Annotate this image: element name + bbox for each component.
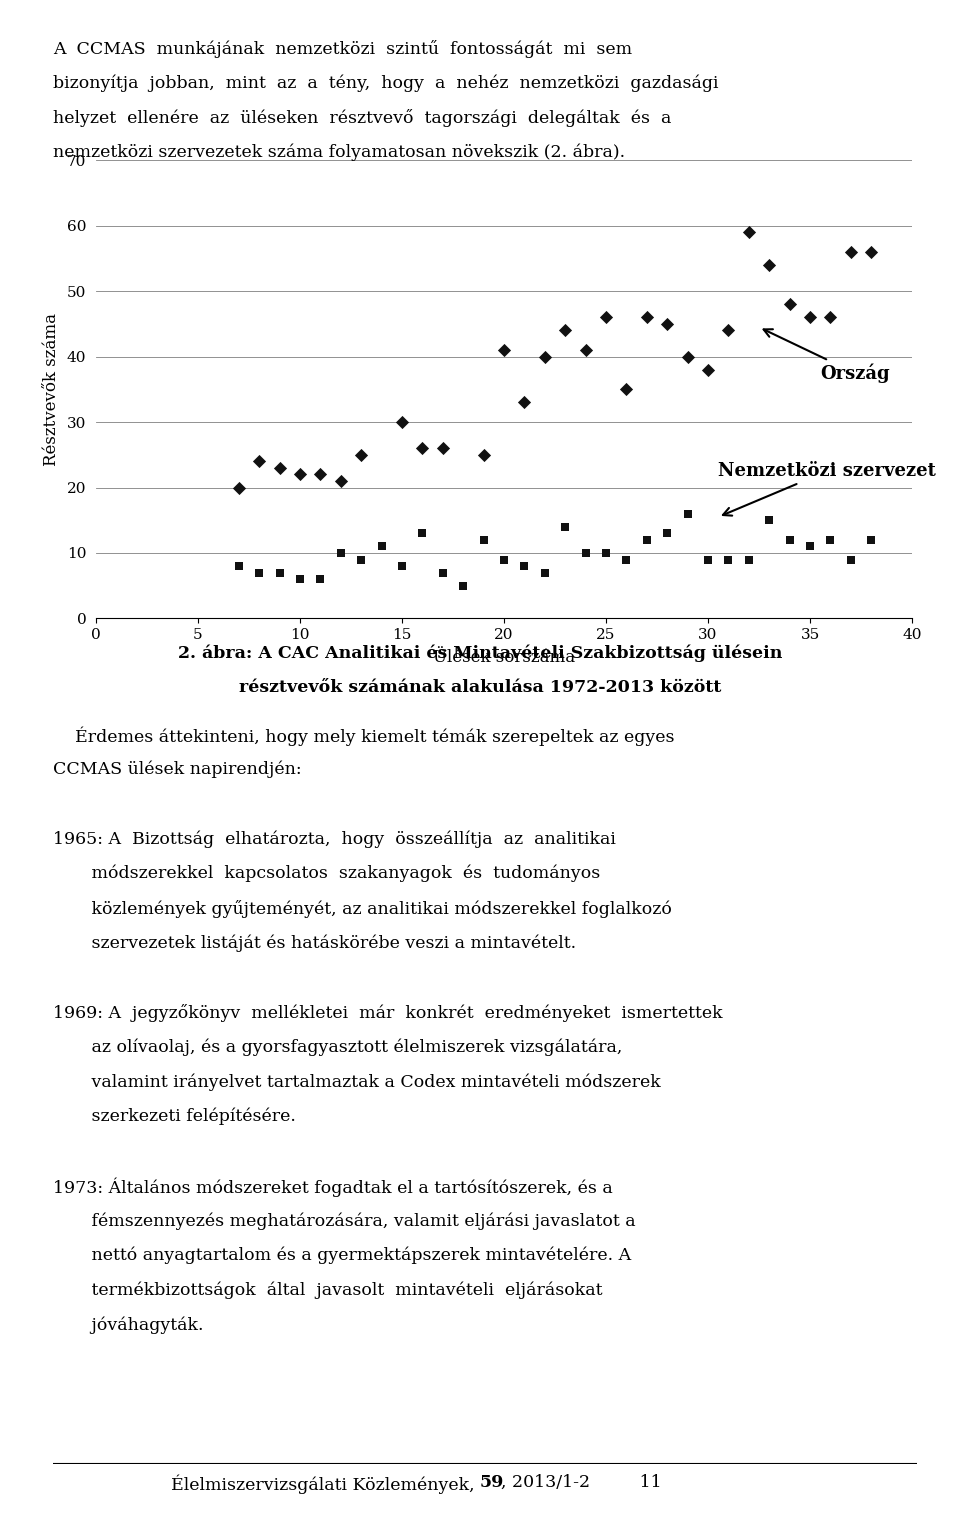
Point [231,554,247,579]
Text: bizonyítja  jobban,  mint  az  a  tény,  hogy  a  nehéz  nemzetközi  gazdasági: bizonyítja jobban, mint az a tény, hogy … [53,75,718,92]
Point [741,547,756,571]
Text: A  CCMAS  munkájának  nemzetközi  szintű  fontosságát  mi  sem: A CCMAS munkájának nemzetközi szintű fon… [53,40,632,58]
Text: jóváhagyták.: jóváhagyták. [53,1316,204,1333]
Point [864,240,879,264]
Text: Nemzetközi szervezet: Nemzetközi szervezet [718,463,936,516]
Text: nettó anyagtartalom és a gyermektápszerek mintavételére. A: nettó anyagtartalom és a gyermektápszere… [53,1248,631,1264]
Point [823,305,838,330]
Text: CCMAS ülések napirendjén:: CCMAS ülések napirendjén: [53,760,301,779]
Text: 1969: A  jegyzőkönyv  mellékletei  már  konkrét  eredményeket  ismertettek: 1969: A jegyzőkönyv mellékletei már konk… [53,1003,723,1022]
Point [476,528,492,553]
Text: fémszennyezés meghatározására, valamit eljárási javaslatot a: fémszennyezés meghatározására, valamit e… [53,1212,636,1229]
Point [803,534,818,559]
Text: Érdemes áttekinteni, hogy mely kiemelt témák szerepeltek az egyes: Érdemes áttekinteni, hogy mely kiemelt t… [53,725,674,745]
Point [435,437,450,461]
X-axis label: Ülések sorszáma: Ülések sorszáma [433,649,575,666]
Point [231,475,247,499]
Point [415,521,430,545]
Point [598,541,613,565]
Text: módszerekkel  kapcsolatos  szakanyagok  és  tudományos: módszerekkel kapcsolatos szakanyagok és … [53,864,600,883]
Point [333,541,348,565]
Point [333,469,348,493]
Point [292,567,307,591]
Y-axis label: Résztvevők száma: Résztvevők száma [43,313,60,466]
Point [374,534,390,559]
Text: termékbizottságok  által  javasolt  mintavételi  eljárásokat: termékbizottságok által javasolt mintavé… [53,1281,602,1299]
Text: közlemények gyűjteményét, az analitikai módszerekkel foglalkozó: közlemények gyűjteményét, az analitikai … [53,899,672,918]
Text: Élelmiszervizsgálati Közlemények,: Élelmiszervizsgálati Közlemények, [171,1474,480,1493]
Point [843,240,858,264]
Point [496,547,512,571]
Point [701,357,716,382]
Point [415,437,430,461]
Point [395,409,410,434]
Point [639,528,655,553]
Point [578,337,593,362]
Point [252,560,267,585]
Point [864,528,879,553]
Point [395,554,410,579]
Point [456,574,471,599]
Point [252,449,267,473]
Point [823,528,838,553]
Point [680,501,695,525]
Text: 59: 59 [480,1474,504,1492]
Point [619,377,635,402]
Text: 2. ábra: A CAC Analitikai és Mintavételi Szakbizottság ülésein: 2. ábra: A CAC Analitikai és Mintavételi… [178,644,782,661]
Point [781,292,797,316]
Text: Ország: Ország [763,330,890,383]
Point [313,567,328,591]
Point [272,455,287,479]
Point [843,547,858,571]
Point [435,560,450,585]
Point [721,318,736,342]
Point [496,337,512,362]
Point [598,305,613,330]
Point [701,547,716,571]
Point [538,560,553,585]
Point [516,391,532,415]
Point [558,515,573,539]
Point [741,220,756,244]
Text: nemzetközi szervezetek száma folyamatosan növekszik (2. ábra).: nemzetközi szervezetek száma folyamatosa… [53,144,625,162]
Point [578,541,593,565]
Point [516,554,532,579]
Point [761,508,777,533]
Text: valamint irányelvet tartalmaztak a Codex mintavételi módszerek: valamint irányelvet tartalmaztak a Codex… [53,1073,660,1090]
Point [538,345,553,370]
Text: , 2013/1-2         11: , 2013/1-2 11 [501,1474,661,1492]
Point [353,547,369,571]
Point [803,305,818,330]
Text: 1973: Általános módszereket fogadtak el a tartósítószerek, és a: 1973: Általános módszereket fogadtak el … [53,1177,612,1197]
Point [680,345,695,370]
Point [353,443,369,467]
Point [660,312,675,336]
Point [313,463,328,487]
Point [721,547,736,571]
Text: szervezetek listáját és hatáskörébe veszi a mintavételt.: szervezetek listáját és hatáskörébe vesz… [53,935,576,951]
Point [781,528,797,553]
Text: szerkezeti felépítésére.: szerkezeti felépítésére. [53,1109,296,1125]
Text: az olívaolaj, és a gyorsfagyasztott élelmiszerek vizsgálatára,: az olívaolaj, és a gyorsfagyasztott élel… [53,1038,622,1057]
Point [619,547,635,571]
Point [272,560,287,585]
Point [761,253,777,278]
Text: résztvevők számának alakulása 1972-2013 között: résztvevők számának alakulása 1972-2013 … [239,680,721,696]
Point [660,521,675,545]
Point [558,318,573,342]
Point [476,443,492,467]
Point [292,463,307,487]
Text: helyzet  ellenére  az  üléseken  résztvevő  tagországi  delegáltak  és  a: helyzet ellenére az üléseken résztvevő t… [53,108,671,127]
Point [639,305,655,330]
Text: 1965: A  Bizottság  elhatározta,  hogy  összeállítja  az  analitikai: 1965: A Bizottság elhatározta, hogy össz… [53,831,615,847]
